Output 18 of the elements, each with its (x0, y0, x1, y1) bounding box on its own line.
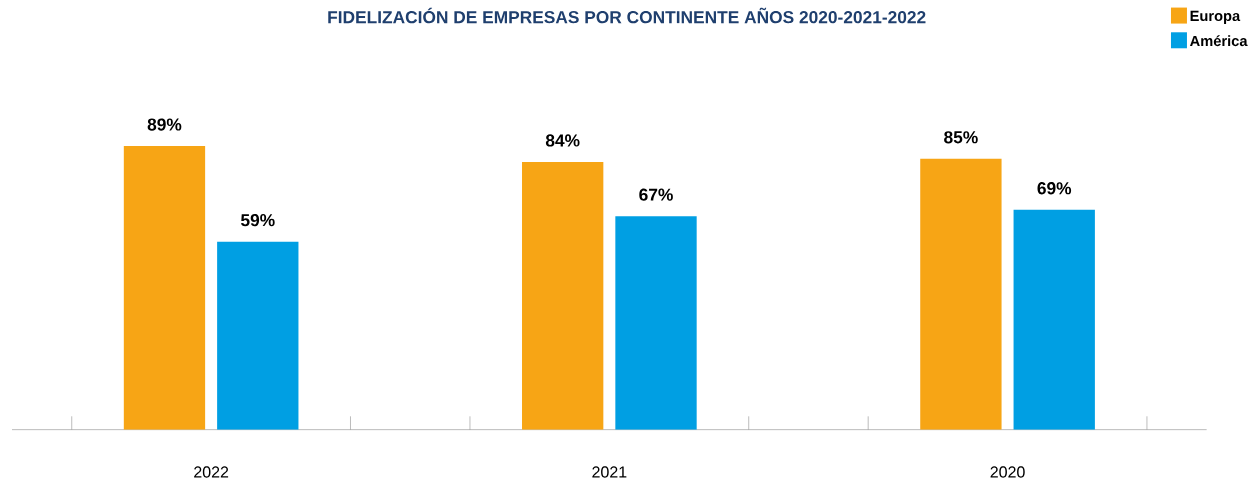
data-label: 89% (147, 118, 182, 131)
data-label: 84% (545, 134, 580, 147)
bar (1013, 209, 1095, 430)
bar (123, 146, 206, 430)
data-label: 67% (639, 188, 673, 201)
chart-title: FIDELIZACIÓN DE EMPRESAS POR CONTINENTE AÑOS 2020-2021-2022 (328, 7, 926, 24)
data-label: 59% (240, 213, 275, 227)
x-tick-label: 2020 (990, 466, 1025, 478)
data-label: 69% (1037, 182, 1072, 195)
bar (217, 241, 299, 430)
x-tick-label: 2022 (194, 466, 229, 478)
x-tick-label: 2021 (592, 466, 627, 478)
data-label: 85% (944, 131, 978, 144)
legend-label: América (1189, 35, 1248, 47)
legend-label: Europa (1190, 10, 1241, 24)
bar (920, 158, 1002, 430)
bar (522, 161, 604, 430)
bar (615, 216, 697, 430)
